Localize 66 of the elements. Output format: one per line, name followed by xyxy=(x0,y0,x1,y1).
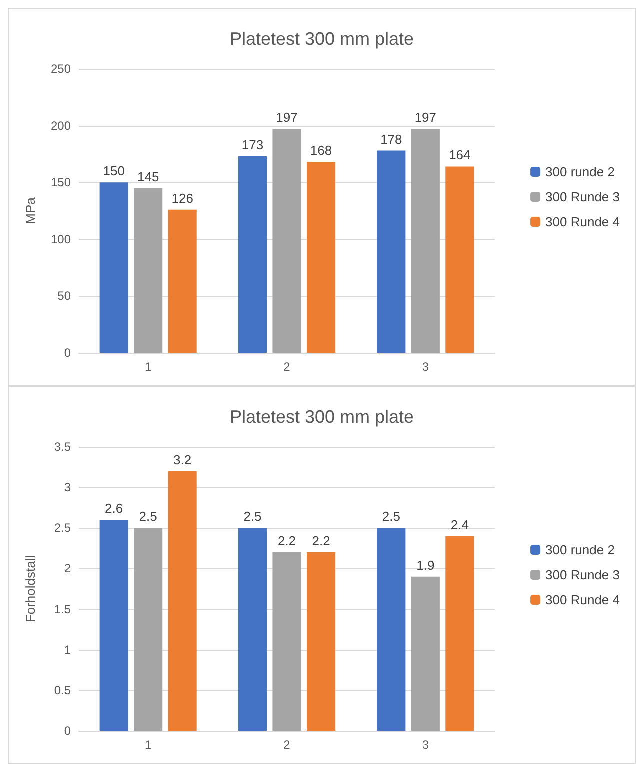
y-tick-label: 3.5 xyxy=(54,440,72,454)
y-tick-label: 200 xyxy=(50,118,72,133)
bar xyxy=(168,210,197,353)
data-label: 164 xyxy=(449,148,471,163)
data-label: 173 xyxy=(242,137,264,152)
bar xyxy=(238,156,268,353)
legend-label: 300 Runde 3 xyxy=(546,190,620,204)
y-tick-label: 2 xyxy=(64,562,72,576)
x-tick-label: 3 xyxy=(422,360,430,374)
bar xyxy=(446,166,474,353)
x-tick-label: 2 xyxy=(284,360,291,374)
legend-label: 300 Runde 4 xyxy=(546,214,620,230)
chart-title: Platetest 300 mm plate xyxy=(230,407,414,427)
data-label: 3.2 xyxy=(174,452,192,468)
y-tick-label: 250 xyxy=(50,62,72,76)
y-tick-label: 1 xyxy=(64,642,72,657)
bar xyxy=(306,552,336,731)
data-label: 2.4 xyxy=(450,517,469,532)
bar xyxy=(446,536,474,731)
y-tick-label: 100 xyxy=(50,232,72,246)
data-label: 197 xyxy=(414,110,437,126)
data-label: 145 xyxy=(137,169,160,184)
y-tick-label: 0 xyxy=(64,346,72,360)
y-tick-label: 3 xyxy=(64,480,72,495)
bar xyxy=(238,528,268,731)
bar xyxy=(411,576,440,731)
legend-label: 300 Runde 3 xyxy=(546,568,620,582)
data-label: 1.9 xyxy=(416,558,435,573)
bar xyxy=(411,129,440,353)
y-tick-label: 0.5 xyxy=(54,683,72,698)
legend-label: 300 runde 2 xyxy=(546,542,615,558)
chart-title: Platetest 300 mm plate xyxy=(230,29,414,49)
bar xyxy=(377,150,406,353)
y-tick-label: 2.5 xyxy=(54,521,72,536)
bar xyxy=(100,520,128,731)
data-label: 2.5 xyxy=(244,509,262,524)
data-label: 178 xyxy=(380,132,402,147)
legend-label: 300 Runde 4 xyxy=(546,592,620,608)
bar xyxy=(134,528,163,731)
bar xyxy=(168,471,197,731)
data-label: 126 xyxy=(172,190,194,206)
data-label: 197 xyxy=(276,110,298,126)
bar xyxy=(272,129,302,353)
x-tick-label: 2 xyxy=(284,738,291,752)
data-label: 2.2 xyxy=(278,533,296,548)
legend-label: 300 runde 2 xyxy=(546,164,615,180)
bar xyxy=(272,552,302,731)
x-tick-label: 1 xyxy=(144,738,152,752)
x-tick-label: 3 xyxy=(422,738,430,752)
data-label: 2.5 xyxy=(139,509,158,524)
bar xyxy=(306,162,336,353)
y-tick-label: 150 xyxy=(50,176,72,190)
data-label: 2.5 xyxy=(382,509,400,524)
y-axis-title: MPa xyxy=(23,196,38,224)
data-label: 2.2 xyxy=(312,533,330,548)
y-axis-title: Forholdstall xyxy=(23,555,38,623)
x-tick-label: 1 xyxy=(144,360,152,374)
y-tick-label: 50 xyxy=(58,289,72,304)
data-label: 150 xyxy=(103,164,125,179)
bar xyxy=(100,182,128,353)
data-label: 2.6 xyxy=(105,501,124,516)
y-tick-label: 0 xyxy=(64,724,72,738)
data-label: 168 xyxy=(310,143,332,158)
y-tick-label: 1.5 xyxy=(54,602,72,616)
bar xyxy=(377,528,406,731)
bar xyxy=(134,188,163,353)
